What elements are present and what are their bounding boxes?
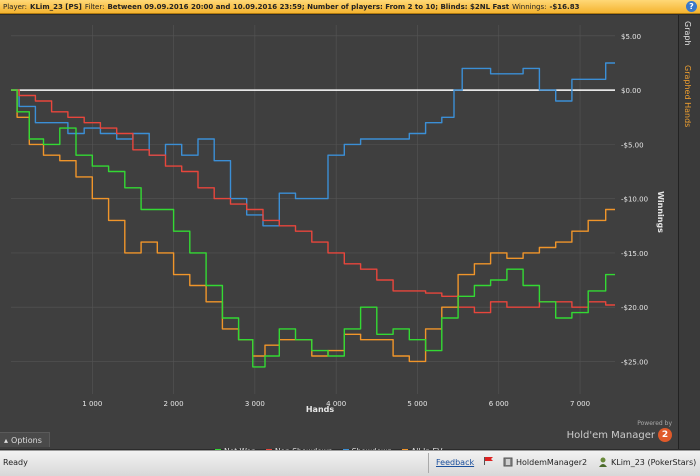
y-axis-ticks: $5.00 $0.00 -$5.00 -$10.00 -$15.00 -$20.00 -$2…	[621, 33, 648, 367]
player-label: Player:	[3, 2, 28, 11]
x-tick-label: 1 000	[82, 400, 102, 408]
options-label: Options	[11, 435, 42, 445]
side-tabs: Graph Graphed Hands	[678, 15, 700, 449]
status-text: Ready	[3, 458, 28, 467]
tab-graphed-hands[interactable]: Graphed Hands	[683, 65, 692, 128]
powered-by: Powered by Hold'em Manager 2	[567, 420, 672, 442]
powered-by-label: Powered by	[637, 420, 672, 427]
player-indicator[interactable]: KLim_23 (PokerStars)	[598, 457, 696, 467]
tab-graph[interactable]: Graph	[683, 21, 692, 46]
y-tick-label: -$20.00	[621, 304, 648, 312]
y-tick-label: $0.00	[621, 87, 641, 95]
red-flag-icon[interactable]	[484, 457, 493, 465]
x-tick-label: 5 000	[407, 400, 427, 408]
app-name: HoldemManager2	[516, 457, 588, 467]
app-indicator[interactable]: HoldemManager2	[503, 457, 587, 467]
x-tick-label: 7 000	[570, 400, 590, 408]
filter-bar: Player: KLim_23 [PS] Filter: Between 09.…	[0, 0, 700, 14]
x-tick-label: 3 000	[245, 400, 265, 408]
winnings-label: Winnings:	[512, 2, 547, 11]
status-bar: Ready Feedback HoldemManager2 KLim_23 (P…	[0, 450, 700, 476]
brand-name: Hold'em Manager	[566, 429, 655, 441]
hm2-badge-icon: 2	[658, 428, 672, 442]
y-axis-label: Winnings	[656, 191, 665, 233]
graph-panel: $5.00 $0.00 -$5.00 -$10.00 -$15.00 -$20.00 -$2…	[0, 15, 678, 456]
player-avatar-icon	[599, 457, 607, 467]
divider	[428, 453, 429, 473]
player-value[interactable]: KLim_23 [PS]	[30, 2, 82, 11]
plot-area	[11, 25, 615, 394]
series-line-net-won	[11, 89, 615, 368]
filter-label: Filter:	[84, 2, 105, 11]
x-axis-label: Hands	[306, 405, 335, 414]
database-icon	[503, 457, 513, 467]
hm-logo: Hold'em Manager 2	[567, 428, 672, 442]
x-tick-label: 6 000	[489, 400, 509, 408]
x-tick-label: 2 000	[164, 400, 184, 408]
y-tick-label: -$10.00	[621, 196, 648, 204]
player-name: KLim_23 (PokerStars)	[611, 457, 697, 467]
help-button[interactable]: ?	[686, 1, 697, 12]
y-tick-label: -$5.00	[621, 141, 644, 149]
feedback-link[interactable]: Feedback	[436, 458, 475, 467]
y-tick-label: $5.00	[621, 33, 641, 41]
caret-up-icon: ▴	[4, 435, 9, 445]
chart-series	[11, 62, 615, 368]
series-line-showdown	[11, 62, 615, 227]
x-tick-label: 4 000	[326, 400, 346, 408]
winnings-value: -$16.83	[549, 2, 580, 11]
winnings-chart: $5.00 $0.00 -$5.00 -$10.00 -$15.00 -$20.00 -$2…	[11, 25, 665, 414]
filter-value[interactable]: Between 09.09.2016 20:00 and 10.09.2016 …	[107, 2, 510, 11]
y-tick-label: -$25.00	[621, 358, 648, 366]
options-button[interactable]: ▴ Options	[0, 432, 50, 447]
x-axis-ticks: 1 000 2 000 3 000 4 000 5 000 6 000 7 000	[82, 400, 590, 408]
y-tick-label: -$15.00	[621, 250, 648, 258]
chart-grid	[11, 25, 615, 394]
series-line-non-showdown	[11, 89, 615, 314]
